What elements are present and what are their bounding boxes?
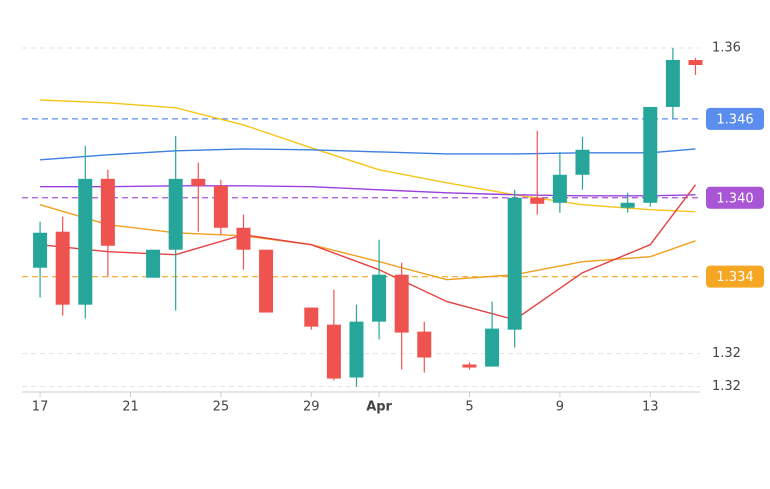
candle-body	[33, 232, 48, 268]
candle-body	[236, 227, 251, 250]
candle-body	[665, 59, 680, 107]
candle-body	[530, 197, 545, 204]
candle-body	[394, 274, 409, 333]
candle-body	[326, 324, 341, 379]
price-tag	[706, 265, 764, 288]
x-tick-label: 17	[32, 400, 49, 415]
x-tick-label: 13	[642, 400, 659, 415]
price-tag-label: 1.346	[716, 112, 753, 127]
candle-body	[462, 364, 477, 368]
candle-body	[191, 178, 206, 186]
candle-body	[620, 202, 635, 208]
moving-average-line	[40, 184, 697, 321]
candle-body	[213, 185, 228, 228]
price-tag	[706, 186, 764, 209]
x-tick-label: Apr	[366, 400, 392, 415]
candle-body	[349, 321, 364, 378]
y-tick-label: 1.36	[712, 41, 741, 56]
moving-average-line	[39, 204, 696, 281]
price-tag-label: 1.340	[716, 191, 753, 206]
candle-body	[485, 328, 500, 367]
candle-body	[146, 249, 161, 278]
y-tick-label: 1.32	[712, 379, 741, 394]
candle-body	[372, 274, 387, 322]
x-tick-label: 29	[303, 400, 320, 415]
candle-body	[168, 178, 183, 250]
moving-average-line	[40, 185, 696, 197]
candle-body	[552, 174, 567, 203]
candle-body	[55, 231, 70, 305]
price-tag	[706, 107, 764, 130]
candle-body	[78, 178, 93, 305]
candle-body	[688, 59, 703, 65]
candle-body	[259, 249, 274, 313]
x-tick-label: 25	[213, 400, 230, 415]
x-tick-label: 5	[465, 400, 473, 415]
y-tick-label: 1.32	[712, 346, 741, 361]
candle-body	[575, 149, 590, 175]
candle-body	[507, 197, 522, 330]
moving-average-line	[40, 99, 696, 213]
candle-body	[100, 178, 115, 246]
candle-body	[643, 106, 658, 203]
x-tick-label: 9	[556, 400, 564, 415]
price-tag-label: 1.334	[716, 270, 753, 285]
moving-average-line	[40, 148, 696, 161]
x-tick-label: 21	[122, 400, 139, 415]
candle-body	[304, 307, 319, 327]
candle-body	[417, 331, 432, 358]
